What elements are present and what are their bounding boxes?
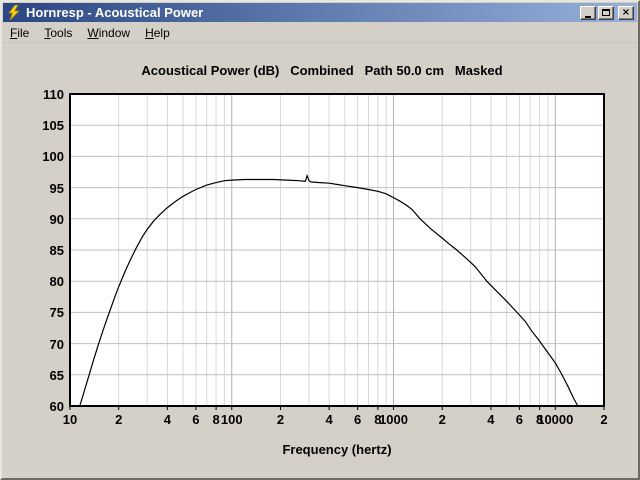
x-tick-label: 6 <box>515 412 524 427</box>
x-tick-label: 2 <box>438 412 446 427</box>
y-tick-label: 90 <box>49 211 64 227</box>
menu-item-window[interactable]: Window <box>87 26 131 40</box>
y-tick-label: 85 <box>49 243 64 258</box>
maximize-button[interactable] <box>598 5 614 20</box>
menu-item-help[interactable]: Help <box>145 26 170 40</box>
y-tick-label: 95 <box>49 180 64 196</box>
y-tick-label: 100 <box>42 149 64 165</box>
x-tick-label: 2 <box>115 412 123 427</box>
close-button[interactable]: × <box>618 5 634 20</box>
x-tick-label: 4 <box>325 412 333 427</box>
close-icon: × <box>621 6 631 18</box>
minimize-button[interactable] <box>580 5 596 20</box>
y-tick-label: 110 <box>43 87 64 102</box>
x-tick-label: 2 <box>600 412 608 427</box>
maximize-icon <box>602 9 610 16</box>
x-tick-label: 8 <box>536 412 544 427</box>
x-tick-label: 1000 <box>379 412 408 427</box>
window-title: Hornresp - Acoustical Power <box>26 5 204 20</box>
x-tick-label: 10000 <box>537 412 574 427</box>
response-curve <box>79 173 579 407</box>
title-bar[interactable]: Hornresp - Acoustical Power × <box>3 3 637 22</box>
x-tick-label: 8 <box>212 412 220 427</box>
x-tick-label: 4 <box>163 412 172 427</box>
plot-background <box>70 94 604 406</box>
menu-item-tools[interactable]: Tools <box>44 26 73 40</box>
menu-bar: File Tools Window Help <box>3 24 637 43</box>
x-tick-label: 10 <box>62 412 78 427</box>
x-tick-label: 8 <box>374 412 382 427</box>
x-axis-label: Frequency (hertz) <box>282 442 392 457</box>
chart-title: Acoustical Power (dB) Combined Path 50.0… <box>141 63 503 78</box>
menu-item-file[interactable]: File <box>10 26 30 40</box>
x-tick-label: 2 <box>276 412 285 427</box>
x-tick-label: 6 <box>192 412 200 427</box>
minimize-icon <box>585 15 591 18</box>
x-tick-label: 6 <box>354 412 362 427</box>
x-tick-label: 4 <box>487 412 495 427</box>
y-tick-label: 80 <box>49 274 64 290</box>
y-tick-label: 75 <box>49 305 64 321</box>
window-controls: × <box>580 5 634 20</box>
y-tick-label: 105 <box>42 118 64 134</box>
x-tick-label: 100 <box>220 412 243 427</box>
y-tick-label: 60 <box>49 399 64 414</box>
plot-border <box>69 93 605 407</box>
lightning-bolt-icon <box>6 4 22 21</box>
y-tick-label: 70 <box>49 336 64 352</box>
y-tick-label: 65 <box>49 367 64 383</box>
